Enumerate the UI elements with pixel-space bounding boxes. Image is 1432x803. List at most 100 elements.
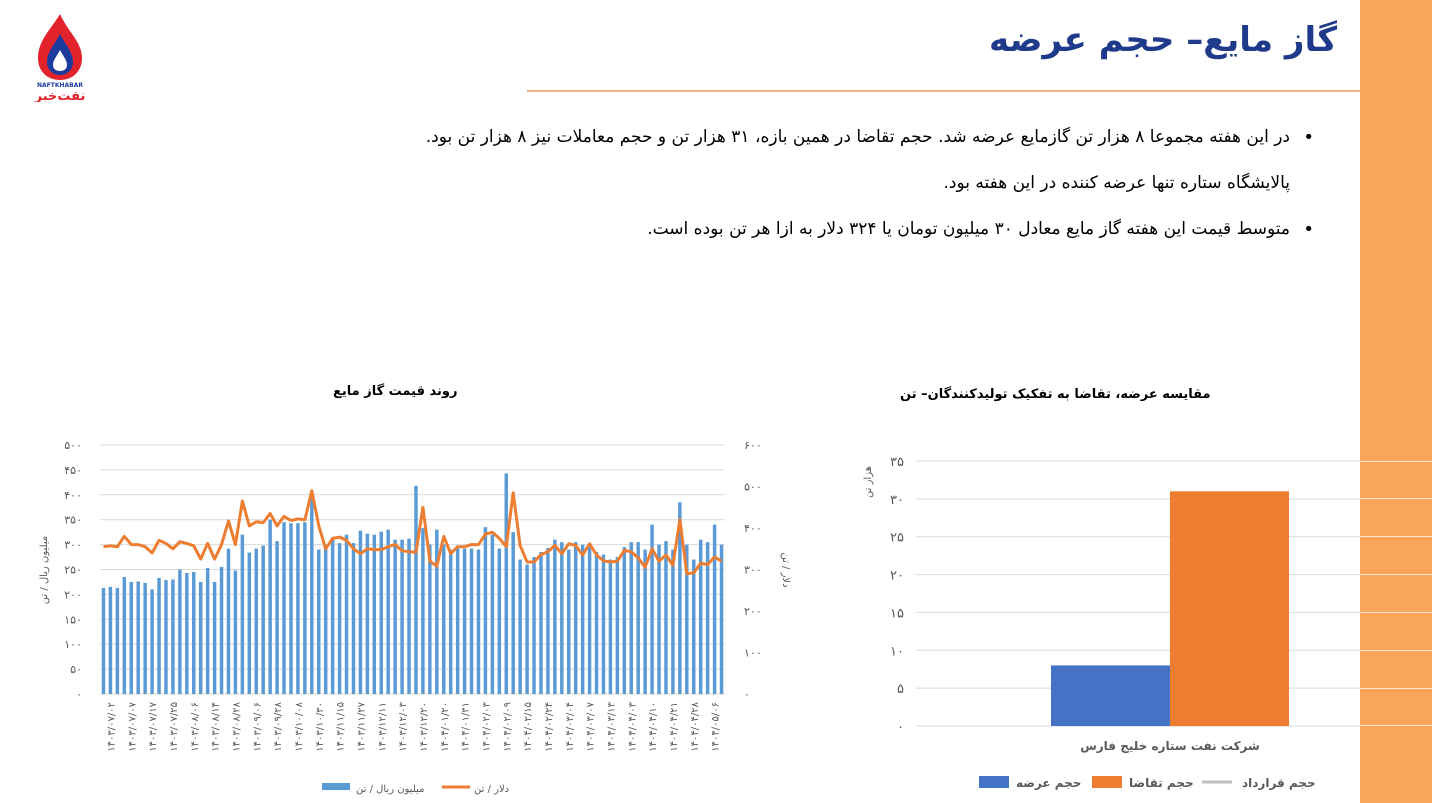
supply-demand-bar xyxy=(1170,491,1289,726)
price-bar xyxy=(247,552,252,694)
x-tick-label: ۱۴۰۳/۱۲/۲۰ xyxy=(419,702,430,752)
y2-tick-label: ۲۰۰ xyxy=(744,605,762,618)
y-tick-label: ۰ xyxy=(897,720,904,735)
price-bar xyxy=(372,534,377,694)
price-bar xyxy=(504,473,508,694)
price-bar xyxy=(393,539,397,694)
price-chart-title: روند قیمت گاز مایع xyxy=(333,384,458,399)
bullet-text: متوسط قیمت این هفته گاز مایع معادل ۳۰ می… xyxy=(647,219,1290,239)
price-bar xyxy=(553,539,557,694)
price-bar xyxy=(462,548,467,694)
x-tick-label: ۱۴۰۳/۱۰/۰۸ xyxy=(294,701,305,751)
supply-demand-bar xyxy=(1051,665,1170,726)
price-bar xyxy=(671,549,675,694)
price-bar xyxy=(323,544,328,694)
price-bar xyxy=(275,541,279,694)
y-tick-label: ۱۵ xyxy=(890,606,904,621)
legend-swatch xyxy=(1092,776,1122,788)
bullet-text: در این هفته مجموعا ۸ هزار تن گازمایع عرض… xyxy=(425,127,1290,147)
y-tick-label: ۴۵۰ xyxy=(64,464,82,477)
x-tick-label: ۱۴۰۴/۰۵/۰۶ xyxy=(711,702,722,752)
price-bar xyxy=(296,523,300,694)
price-bar xyxy=(365,533,370,694)
bullet-list: • در این هفته مجموعا ۸ هزار تن گازمایع ع… xyxy=(334,126,1314,264)
price-bar xyxy=(407,538,411,694)
legend-label: حجم قرارداد xyxy=(1242,776,1316,790)
x-tick-label: ۱۴۰۴/۰۴/۱۰ xyxy=(648,702,659,752)
x-tick-label: ۱۴۰۴/۰۲/۰۹ xyxy=(502,702,513,752)
legend-label: حجم تقاضا xyxy=(1129,776,1194,790)
price-bar xyxy=(185,572,189,694)
x-tick-label: ۱۴۰۳/۱۰/۳۰ xyxy=(315,702,326,752)
x-tick-label: ۱۴۰۳/۰۸/۱۴ xyxy=(211,702,222,752)
price-bar xyxy=(483,527,488,694)
price-bar xyxy=(386,529,390,694)
x-tick-label: ۱۴۰۳/۰۷/۱۷ xyxy=(148,701,159,751)
side-accent-bar xyxy=(1360,0,1432,803)
legend-swatch xyxy=(979,776,1009,788)
price-bar xyxy=(615,557,620,694)
price-bar xyxy=(330,537,335,694)
price-bar xyxy=(532,557,536,694)
x-tick-label: ۱۴۰۴/۰۳/۰۴ xyxy=(565,702,576,752)
price-bar xyxy=(233,570,238,694)
price-bar xyxy=(289,523,293,694)
price-bar xyxy=(490,534,495,694)
y2-tick-label: ۶۰۰ xyxy=(744,439,762,452)
price-bar xyxy=(719,544,724,694)
price-bar xyxy=(122,576,127,694)
y2-axis-title: دلار / تن xyxy=(780,552,791,587)
price-bar xyxy=(171,579,175,694)
naftkhabar-logo: NAFTKHABAR نفت‌خبر xyxy=(34,14,86,102)
price-bar xyxy=(268,519,272,694)
price-bar xyxy=(525,564,529,694)
price-bar xyxy=(421,528,425,694)
price-bar xyxy=(518,559,522,694)
price-bar xyxy=(261,545,265,694)
price-bar xyxy=(164,579,168,694)
price-bar xyxy=(310,494,314,694)
price-bar xyxy=(205,568,210,694)
price-bar xyxy=(317,549,321,694)
x-tick-label: ۱۴۰۳/۰۸/۲۸ xyxy=(231,701,242,751)
logo-text: نفت‌خبر xyxy=(34,89,86,102)
price-bar xyxy=(698,539,703,694)
x-tick-label: ۱۴۰۳/۰۷/۰۲ xyxy=(106,702,117,752)
supply-demand-chart: ۰ ۵ ۱۰ ۱۵ ۲۰ ۲۵ ۳۰ ۳۵ هزار تن شرکت نفت ستاره خلیج… xyxy=(863,455,1360,790)
price-bar xyxy=(476,549,481,694)
price-bar xyxy=(567,549,571,694)
price-bar xyxy=(685,544,689,694)
x-tick-label: ۱۴۰۴/۰۴/۲۸ xyxy=(690,701,701,751)
y-tick-label: ۵۰ xyxy=(70,663,82,676)
price-bar xyxy=(622,547,627,694)
y-tick-label: ۱۰۰ xyxy=(64,638,82,651)
y-tick-label: ۳۵ xyxy=(890,455,904,470)
y-tick-label: ۲۰۰ xyxy=(64,588,82,601)
price-bar xyxy=(448,549,453,694)
x-tick-label: ۱۴۰۴/۰۱/۲۰ xyxy=(440,702,451,752)
y-tick-label: ۰ xyxy=(76,688,82,701)
price-bar xyxy=(587,547,592,694)
price-bar xyxy=(379,531,383,694)
price-bar xyxy=(108,586,113,694)
y-axis-title: هزار تن xyxy=(863,466,874,498)
x-tick-label: ۱۴۰۳/۰۹/۰۶ xyxy=(252,702,263,752)
bullet-item: • متوسط قیمت این هفته گاز مایع معادل ۳۰ … xyxy=(647,219,1314,240)
y-tick-label: ۲۰ xyxy=(890,569,904,584)
price-bar xyxy=(219,567,224,694)
x-tick-label: ۱۴۰۳/۰۸/۰۶ xyxy=(190,702,201,752)
price-bar xyxy=(442,544,446,694)
price-bar xyxy=(192,571,196,694)
price-bar xyxy=(511,532,515,694)
price-bar xyxy=(608,559,613,694)
y2-tick-label: ۱۰۰ xyxy=(744,647,762,660)
price-bar xyxy=(337,543,342,694)
price-bar xyxy=(212,581,217,694)
y-tick-label: ۳۵۰ xyxy=(64,514,82,527)
price-bar xyxy=(129,581,133,694)
y-tick-label: ۵۰۰ xyxy=(64,439,82,452)
x-category-label: شرکت نفت ستاره خلیج فارس xyxy=(1080,739,1260,753)
legend-label: حجم عرضه xyxy=(1016,776,1081,790)
price-bar xyxy=(546,548,550,694)
price-bar xyxy=(664,541,668,694)
